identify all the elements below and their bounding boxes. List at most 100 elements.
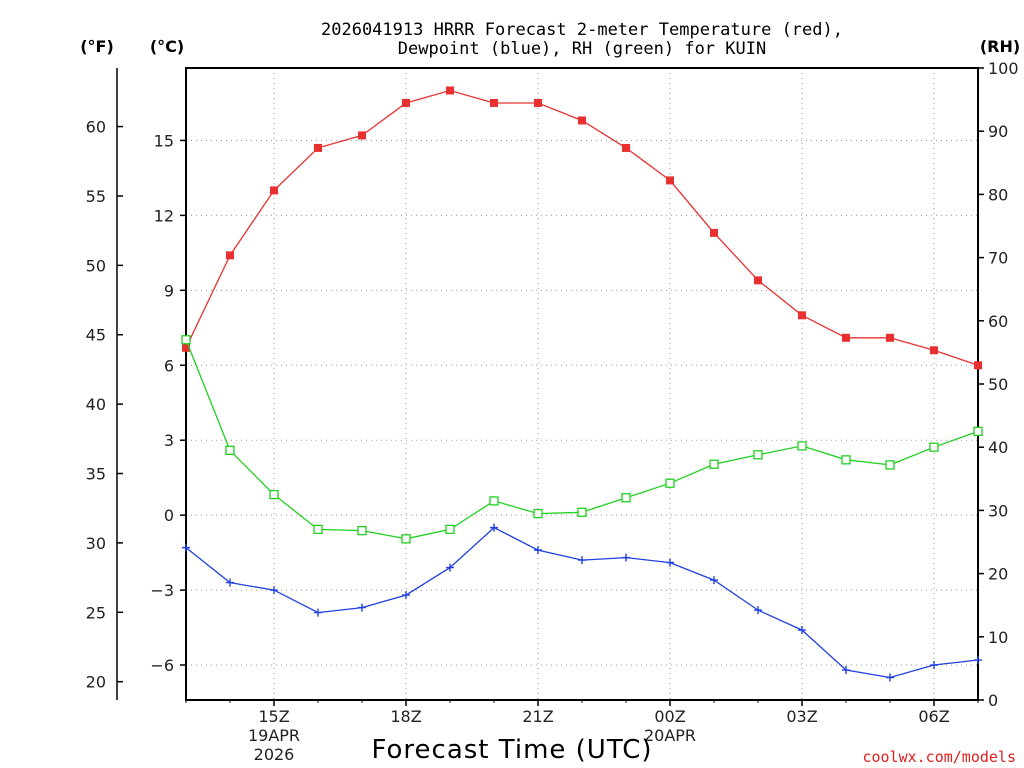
temperature-point: [270, 186, 278, 195]
temperature-point: [754, 276, 762, 285]
dewpoint-point: [446, 563, 454, 572]
x-tick-date-label: 20APR: [644, 726, 696, 745]
dewpoint-point: [622, 553, 630, 562]
x-tick-year-label: 2026: [254, 745, 295, 764]
rh-point: [973, 426, 983, 437]
rh-point: [269, 489, 279, 500]
dewpoint-line: [185, 526, 979, 679]
rh-point: [181, 335, 191, 345]
rh-tick-label: 40: [988, 438, 1008, 457]
rh-tick-label: 30: [988, 501, 1008, 520]
dewpoint-point: [886, 673, 894, 682]
temperature-point: [974, 361, 982, 370]
x-tick-label: 21Z: [522, 707, 553, 726]
rh-point: [929, 442, 939, 452]
temperature-point: [182, 343, 190, 352]
fahrenheit-tick-label: 20: [86, 673, 106, 692]
dewpoint-point: [754, 606, 762, 615]
fahrenheit-tick-label: 50: [86, 256, 106, 275]
rh-point: [753, 450, 763, 460]
x-tick-label: 00Z: [654, 707, 685, 726]
x-tick-label: 15Z: [258, 707, 289, 726]
temperature-point: [490, 98, 498, 107]
dewpoint-point: [226, 578, 234, 587]
rh-tick-label: 10: [988, 628, 1008, 647]
rh-point: [621, 493, 631, 503]
x-tick-label: 18Z: [390, 707, 421, 726]
fahrenheit-tick-label: 45: [86, 326, 106, 345]
dewpoint-point: [490, 523, 498, 532]
dewpoint-point: [182, 543, 190, 552]
temperature-point: [886, 333, 894, 342]
dewpoint-point: [974, 656, 982, 665]
dewpoint-point: [270, 586, 278, 595]
fahrenheit-tick-label: 25: [86, 603, 106, 622]
rh-unit-label: (RH): [980, 37, 1020, 56]
temperature-line: [185, 89, 979, 366]
rh-point: [445, 524, 455, 535]
rh-point: [577, 507, 587, 517]
fahrenheit-tick-label: 35: [86, 465, 106, 484]
x-tick-label: 06Z: [918, 707, 949, 726]
dewpoint-point: [402, 591, 410, 600]
rh-point: [709, 459, 719, 469]
dewpoint-point: [578, 556, 586, 565]
celsius-tick-label: 6: [164, 356, 174, 375]
dewpoint-point: [710, 576, 718, 585]
dewpoint-point: [930, 661, 938, 670]
x-axis-title: Forecast Time (UTC): [371, 735, 652, 765]
celsius-tick-label: 9: [164, 281, 174, 300]
fahrenheit-tick-label: 60: [86, 118, 106, 137]
dewpoint-point: [314, 608, 322, 617]
rh-tick-label: 100: [988, 59, 1019, 78]
temperature-point: [930, 346, 938, 355]
chart-title-line-2: Dewpoint (blue), RH (green) for KUIN: [398, 39, 766, 59]
chart-title-line-1: 2026041913 HRRR Forecast 2-meter Tempera…: [321, 20, 843, 40]
temperature-point: [314, 143, 322, 152]
temperature-point: [622, 143, 630, 152]
rh-point: [357, 525, 367, 536]
rh-point: [665, 478, 675, 488]
celsius-tick-label: 3: [164, 431, 174, 450]
rh-point: [313, 524, 323, 535]
dewpoint-point: [666, 558, 674, 567]
rh-tick-label: 0: [988, 691, 998, 710]
dewpoint-point: [358, 603, 366, 612]
temperature-point: [534, 98, 542, 107]
rh-tick-label: 20: [988, 565, 1008, 584]
celsius-tick-label: 0: [164, 506, 174, 525]
temperature-point: [842, 333, 850, 342]
rh-tick-label: 80: [988, 185, 1008, 204]
rh-point: [533, 508, 543, 519]
temperature-point: [578, 116, 586, 125]
temperature-point: [358, 131, 366, 140]
fahrenheit-tick-label: 40: [86, 395, 106, 414]
celsius-tick-label: −3: [150, 581, 174, 600]
rh-tick-label: 50: [988, 375, 1008, 394]
celsius-unit-label: (°C): [150, 37, 184, 56]
rh-tick-label: 90: [988, 122, 1008, 141]
celsius-tick-label: 15: [154, 131, 174, 150]
temperature-point: [666, 176, 674, 185]
x-tick-label: 03Z: [786, 707, 817, 726]
fahrenheit-unit-label: (°F): [80, 37, 114, 56]
rh-point: [797, 441, 807, 451]
rh-point: [489, 496, 499, 506]
fahrenheit-tick-label: 55: [86, 187, 106, 206]
rh-point: [841, 455, 851, 465]
temperature-point: [798, 311, 806, 320]
series-layer: [181, 86, 983, 682]
celsius-tick-label: −6: [150, 656, 174, 675]
fahrenheit-tick-label: 30: [86, 534, 106, 553]
dewpoint-point: [534, 546, 542, 555]
credit-text: coolwx.com/models: [862, 748, 1016, 766]
dewpoint-point: [798, 626, 806, 635]
rh-point: [885, 460, 895, 470]
temperature-point: [446, 86, 454, 95]
x-tick-date-label: 19APR: [248, 726, 300, 745]
rh-tick-label: 70: [988, 249, 1008, 268]
rh-point: [401, 534, 411, 544]
temperature-point: [710, 228, 718, 237]
